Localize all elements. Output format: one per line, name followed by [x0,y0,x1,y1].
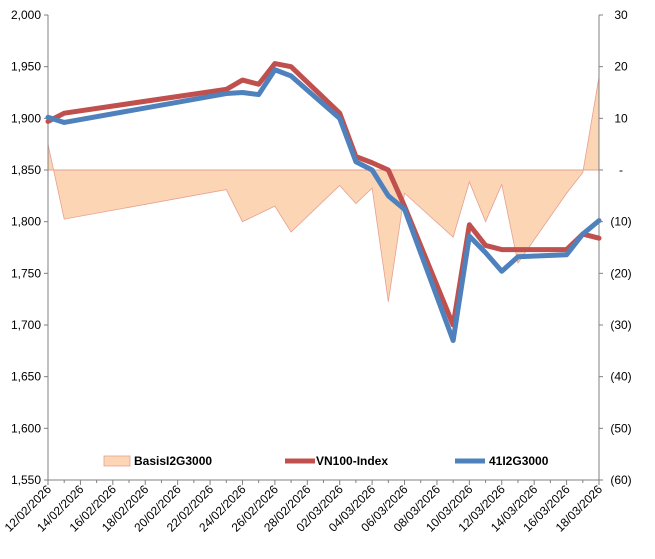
left-tick-label: 1,750 [11,266,41,280]
left-tick-label: 1,650 [11,370,41,384]
line-series-layer [45,61,602,343]
left-tick-label: 1,800 [11,215,41,229]
left-tick-label: 1,600 [11,421,41,435]
left-tick-label: 1,950 [11,60,41,74]
right-tick-label: 30 [614,8,628,22]
right-tick-label: 20 [614,60,628,74]
left-tick-label: 1,900 [11,111,41,125]
left-tick-label: 1,700 [11,318,41,332]
legend-label: BasisI2G3000 [134,454,212,468]
right-tick-label: (50) [610,421,631,435]
right-tick-label: (30) [610,318,631,332]
right-tick-label: (20) [610,266,631,280]
left-tick-label: 2,000 [11,8,41,22]
line-41i2g3000 [45,67,602,343]
area-basis [47,76,600,302]
right-tick-label: (60) [610,473,631,487]
line-vn100-index [45,61,602,328]
right-tick-label: (10) [610,215,631,229]
legend: BasisI2G3000 VN100-Index 41I2G3000 [103,454,549,468]
right-tick-label: 10 [614,111,628,125]
right-tick-label: - [619,163,623,177]
right-tick-label: (40) [610,370,631,384]
area-series-layer [47,76,600,302]
left-tick-label: 1,850 [11,163,41,177]
left-tick-label: 1,550 [11,473,41,487]
legend-swatch-basis [103,455,131,467]
legend-label: 41I2G3000 [489,454,549,468]
legend-label: VN100-Index [316,454,388,468]
